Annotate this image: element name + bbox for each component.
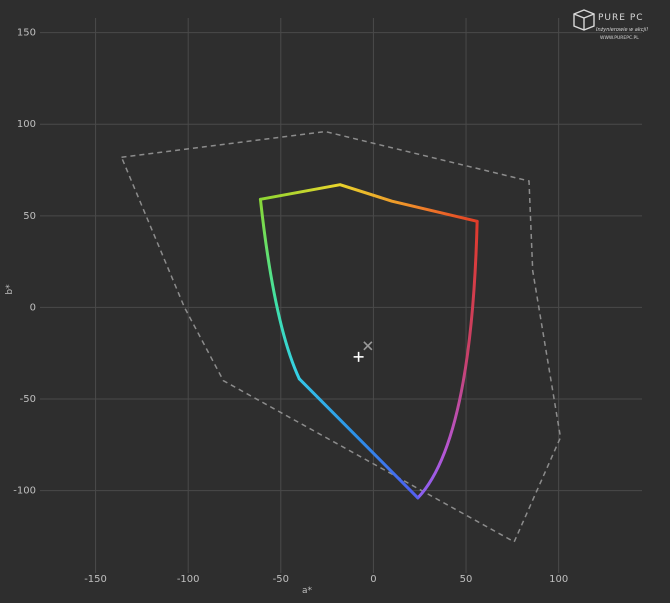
x-tick-label: 50 [460, 574, 473, 585]
series-layer [120, 130, 562, 543]
x-tick-label: -150 [84, 574, 107, 585]
x-axis-label: a* [302, 586, 313, 596]
y-tick-label: 0 [30, 302, 36, 313]
grid [40, 18, 642, 573]
y-axis-label: b* [5, 284, 15, 295]
measured-gamut-right [416, 219, 479, 500]
cube-icon [573, 9, 595, 31]
logo-text: PURE PC [598, 13, 644, 23]
x-tick-label: 100 [549, 574, 568, 585]
marker-layer [353, 341, 373, 362]
measured-gamut-left [258, 197, 301, 381]
y-tick-label: 50 [23, 211, 36, 222]
logo-url: WWW.PUREPC.PL [600, 35, 639, 41]
y-tick-label: -50 [20, 394, 36, 405]
measured-gamut-top [258, 183, 479, 223]
x-tick-label: 0 [370, 574, 376, 585]
x-tick-label: -50 [273, 574, 289, 585]
white-point-x-marker [363, 341, 373, 351]
axes: -150 -100 -50 0 50 100 150 100 50 0 -50 -100 a* b* [5, 28, 568, 596]
logo-tagline: Inżynierowie w akcji! [596, 27, 648, 33]
white-point-plus-marker [353, 351, 364, 362]
y-tick-label: 150 [17, 28, 36, 39]
purepc-logo: PURE PC Inżynierowie w akcji! WWW.PUREPC… [573, 9, 648, 41]
x-tick-label: -100 [177, 574, 200, 585]
y-tick-label: -100 [13, 486, 36, 497]
y-tick-label: 100 [17, 119, 36, 130]
reference-gamut-line [120, 130, 562, 543]
measured-gamut-bottom [297, 377, 420, 500]
